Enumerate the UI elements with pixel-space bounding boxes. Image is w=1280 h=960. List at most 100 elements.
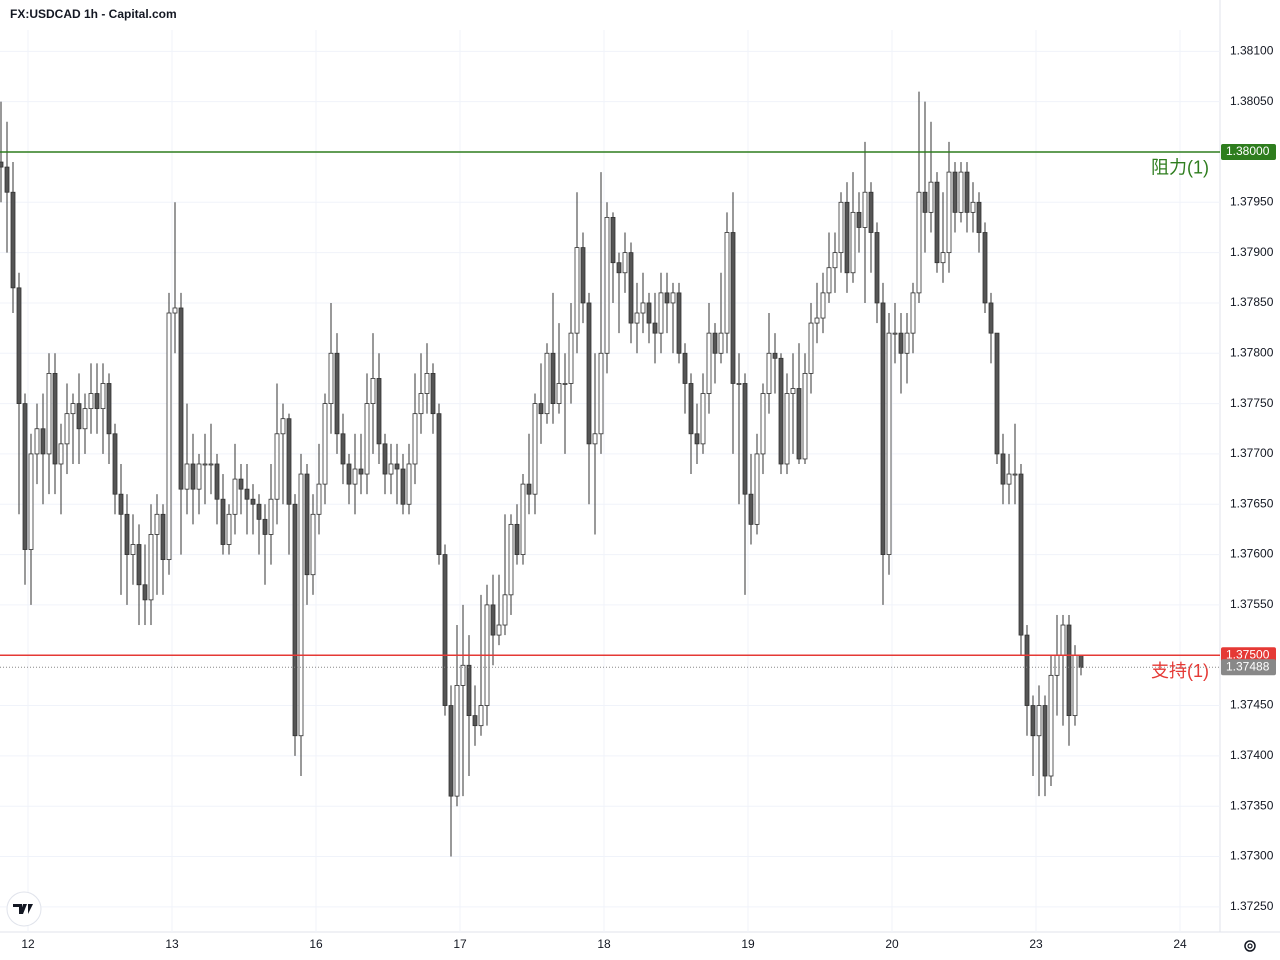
candle-body — [346, 463, 352, 485]
candle-body — [322, 403, 328, 485]
candle-body — [910, 292, 916, 334]
candle-body — [814, 317, 820, 324]
candle-body — [160, 513, 166, 561]
candle-body — [292, 503, 298, 737]
candle-body — [586, 302, 592, 445]
candle-body — [754, 453, 760, 525]
candle-body — [760, 393, 766, 455]
candle-body — [1042, 705, 1048, 777]
candle-body — [262, 518, 268, 535]
candle-body — [166, 312, 172, 561]
candle-body — [76, 403, 82, 430]
candle-body — [658, 292, 664, 334]
candle-body — [928, 181, 934, 213]
candle-body — [994, 332, 1000, 455]
candle-body — [550, 352, 556, 404]
candle-body — [538, 403, 544, 415]
candle-body — [544, 352, 550, 415]
candle-body — [22, 403, 28, 550]
candle-body — [124, 513, 130, 555]
x-tick-label: 18 — [597, 937, 611, 951]
candle-body — [976, 201, 982, 233]
candle-body — [136, 544, 142, 586]
candle-body — [790, 388, 796, 394]
candle-body — [514, 523, 520, 555]
candle-body — [340, 433, 346, 465]
candle-body — [640, 302, 646, 314]
candle-body — [574, 247, 580, 334]
candle-body — [838, 201, 844, 254]
candle-body — [556, 383, 562, 404]
candle-body — [304, 473, 310, 576]
candle-body — [28, 453, 34, 550]
candle-body — [682, 352, 688, 384]
candle-body — [454, 685, 460, 797]
candle-body — [802, 373, 808, 460]
y-tick-label: 1.37350 — [1230, 798, 1274, 812]
candle-body — [874, 232, 880, 304]
y-tick-label: 1.37550 — [1230, 597, 1274, 611]
candle-body — [286, 418, 292, 505]
y-tick-label: 1.37650 — [1230, 496, 1274, 510]
candle-body — [388, 463, 394, 475]
candle-body — [886, 332, 892, 555]
candle-body — [238, 478, 244, 490]
candle-body — [64, 413, 70, 445]
candle-body — [628, 252, 634, 324]
candle-body — [964, 171, 970, 213]
y-tick-label: 1.37800 — [1230, 345, 1274, 359]
candle-body — [472, 715, 478, 727]
candle-body — [1000, 453, 1006, 485]
candle-body — [40, 428, 46, 455]
settings-icon[interactable] — [1244, 940, 1256, 952]
level-name: 支持(1) — [1151, 661, 1209, 681]
candle-body — [1006, 473, 1012, 485]
candle-body — [382, 443, 388, 475]
candle-body — [700, 393, 706, 445]
candle-body — [772, 352, 778, 359]
candle-body — [268, 498, 274, 535]
candle-body — [88, 393, 94, 410]
candle-body — [946, 171, 952, 254]
candle-body — [196, 463, 202, 490]
y-tick-label: 1.37750 — [1230, 396, 1274, 410]
candle-body — [364, 403, 370, 475]
level-price-label: 1.37500 — [1226, 647, 1270, 661]
candle-body — [664, 292, 670, 304]
candle-body — [82, 408, 88, 430]
candle-body — [310, 513, 316, 576]
candle-body — [808, 322, 814, 374]
y-tick-label: 1.38100 — [1230, 44, 1274, 58]
x-tick-label: 24 — [1173, 937, 1187, 951]
candle-body — [256, 503, 262, 520]
candle-body — [1018, 473, 1024, 636]
candle-body — [100, 383, 106, 410]
candle-body — [832, 252, 838, 269]
candle-body — [844, 201, 850, 274]
candle-body — [142, 584, 148, 601]
candle-body — [604, 216, 610, 354]
candle-body — [430, 373, 436, 415]
candle-body — [202, 463, 208, 466]
candle-body — [766, 352, 772, 394]
last-price-label: 1.37488 — [1226, 659, 1270, 673]
candle-body — [244, 488, 250, 500]
candle-body — [214, 463, 220, 500]
candle-body — [298, 473, 304, 737]
candle-body — [940, 252, 946, 264]
candle-body — [412, 413, 418, 465]
candle-body — [712, 332, 718, 354]
chart-title: FX:USDCAD 1h - Capital.com — [10, 7, 177, 21]
candle-body — [796, 388, 802, 460]
candle-body — [1030, 705, 1036, 737]
candle-body — [442, 554, 448, 706]
candle-body — [922, 191, 928, 213]
candle-body — [448, 705, 454, 797]
candle-body — [778, 357, 784, 465]
candle-body — [532, 403, 538, 495]
candle-body — [436, 413, 442, 555]
candle-body — [850, 211, 856, 274]
candle-body — [1078, 654, 1084, 668]
y-tick-label: 1.37300 — [1230, 849, 1274, 863]
candle-body — [1060, 624, 1066, 656]
